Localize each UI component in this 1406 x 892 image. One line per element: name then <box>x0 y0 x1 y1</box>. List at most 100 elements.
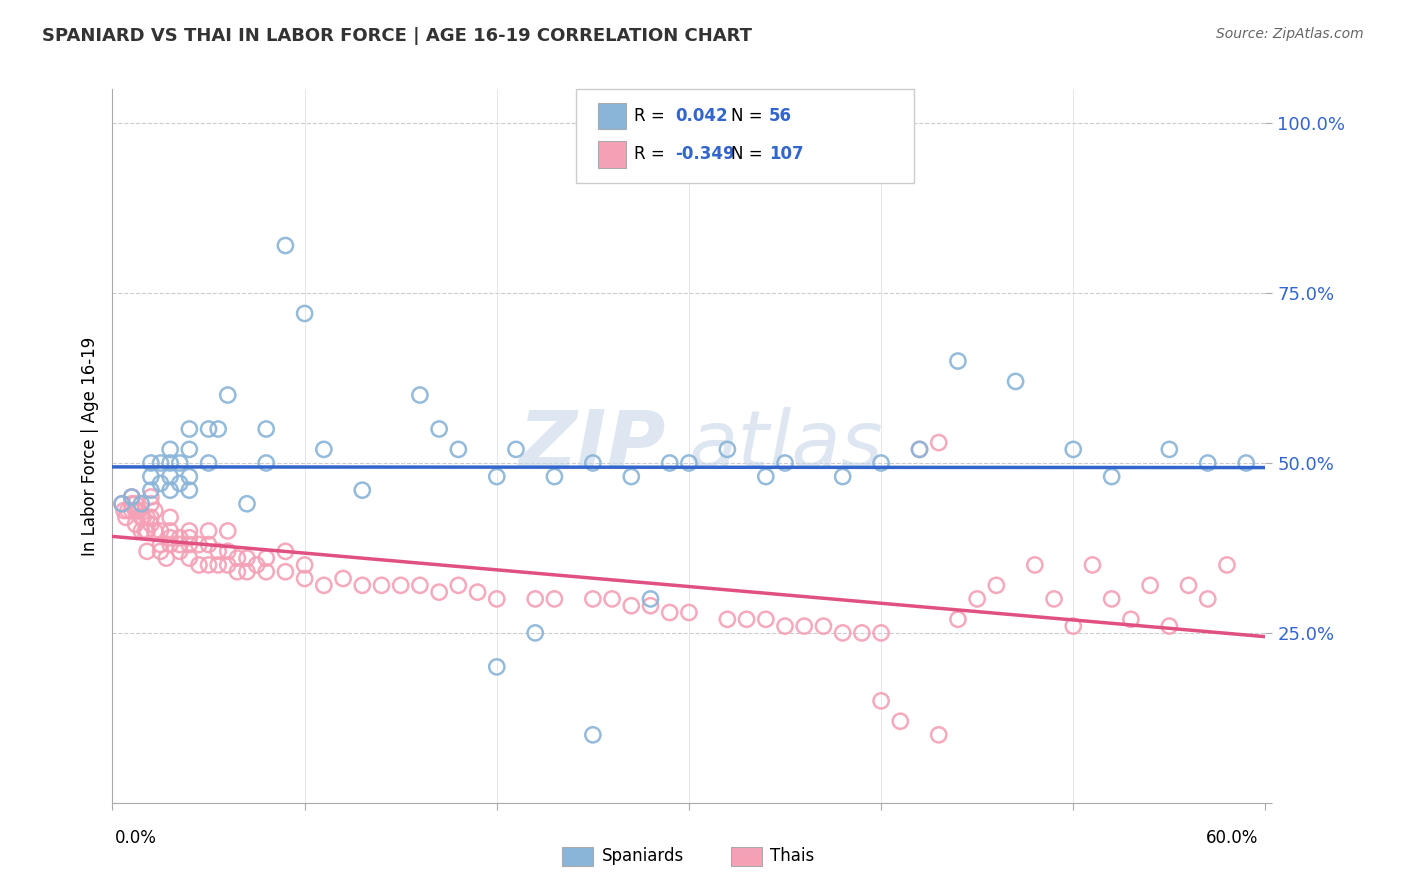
Point <box>136 510 159 524</box>
Point <box>1024 558 1046 572</box>
Point <box>870 626 893 640</box>
Text: Spaniards: Spaniards <box>602 847 683 865</box>
Point <box>155 551 177 566</box>
Text: R =: R = <box>634 145 671 163</box>
Point <box>928 728 950 742</box>
Point <box>600 591 623 606</box>
Point <box>485 660 508 674</box>
Point <box>274 238 297 252</box>
Point <box>128 503 150 517</box>
Text: atlas: atlas <box>689 407 884 485</box>
Point <box>246 558 269 572</box>
Point <box>447 442 470 457</box>
Point <box>274 544 297 558</box>
Point <box>159 537 181 551</box>
Point <box>409 388 432 402</box>
Text: ZIP: ZIP <box>519 407 666 485</box>
Point <box>352 578 374 592</box>
Point <box>524 626 547 640</box>
Point <box>582 728 605 742</box>
Point <box>159 510 181 524</box>
Point <box>582 456 605 470</box>
Point <box>755 612 778 626</box>
Point <box>169 537 191 551</box>
Point <box>179 524 201 538</box>
Point <box>1043 591 1066 606</box>
Point <box>159 456 181 470</box>
Point <box>179 469 201 483</box>
Point <box>197 524 219 538</box>
Point <box>139 490 162 504</box>
Point <box>966 591 988 606</box>
Point <box>505 442 527 457</box>
Point <box>294 558 316 572</box>
Point <box>1119 612 1142 626</box>
Point <box>1062 442 1084 457</box>
Point <box>620 599 643 613</box>
Point <box>179 537 201 551</box>
Point <box>129 510 153 524</box>
Point <box>254 551 277 566</box>
Point <box>226 551 249 566</box>
Point <box>735 612 758 626</box>
Point <box>254 565 277 579</box>
Point <box>129 497 153 511</box>
Point <box>188 558 211 572</box>
Text: Source: ZipAtlas.com: Source: ZipAtlas.com <box>1216 27 1364 41</box>
Point <box>716 612 738 626</box>
Text: R =: R = <box>634 107 671 125</box>
Point <box>207 544 229 558</box>
Point <box>427 585 450 599</box>
Point <box>179 442 201 457</box>
Point <box>217 544 239 558</box>
Point <box>139 517 162 532</box>
Point <box>169 456 191 470</box>
Point <box>188 537 211 551</box>
Point <box>813 619 835 633</box>
Point <box>582 591 605 606</box>
Point <box>139 456 162 470</box>
Text: 0.042: 0.042 <box>675 107 727 125</box>
Text: 56: 56 <box>769 107 792 125</box>
Point <box>197 456 219 470</box>
Point <box>207 422 229 436</box>
Point <box>467 585 489 599</box>
Point <box>197 422 219 436</box>
Point <box>207 558 229 572</box>
Point <box>121 490 143 504</box>
Point <box>352 483 374 498</box>
Text: 0.0%: 0.0% <box>115 829 157 847</box>
Point <box>294 306 316 320</box>
Point <box>197 537 219 551</box>
Text: N =: N = <box>731 145 768 163</box>
Point <box>1062 619 1084 633</box>
Point <box>115 510 138 524</box>
Point <box>149 537 172 551</box>
Point <box>143 524 166 538</box>
Point <box>640 599 662 613</box>
Point <box>134 524 156 538</box>
Point <box>427 422 450 436</box>
Point <box>928 435 950 450</box>
Point <box>1139 578 1161 592</box>
Point <box>117 503 139 517</box>
Point <box>678 606 700 620</box>
Point <box>111 497 134 511</box>
Point <box>831 469 853 483</box>
Point <box>1159 442 1181 457</box>
Point <box>1004 375 1026 389</box>
Point <box>389 578 412 592</box>
Point <box>217 524 239 538</box>
Point <box>831 626 853 640</box>
Point <box>169 531 191 545</box>
Point <box>139 483 162 498</box>
Point <box>236 551 259 566</box>
Point <box>312 578 335 592</box>
Text: 60.0%: 60.0% <box>1206 829 1258 847</box>
Point <box>1101 591 1123 606</box>
Point <box>169 476 191 491</box>
Point <box>149 544 172 558</box>
Point <box>946 354 969 368</box>
Point <box>1081 558 1104 572</box>
Point <box>1177 578 1199 592</box>
